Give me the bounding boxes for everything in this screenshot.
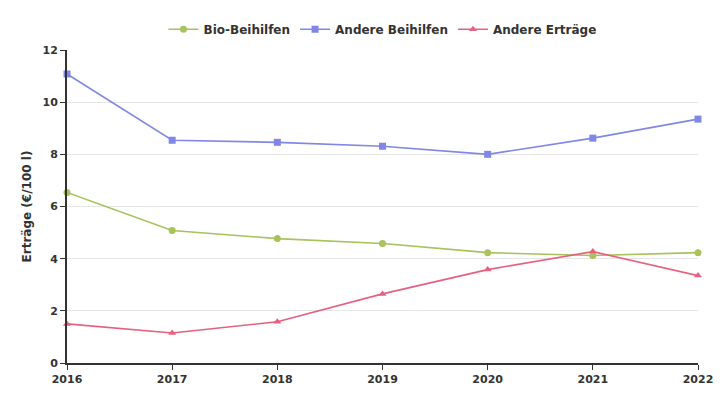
svg-text:10: 10 (42, 96, 58, 109)
svg-text:2017: 2017 (157, 373, 188, 386)
svg-text:Andere Erträge: Andere Erträge (493, 23, 596, 37)
svg-text:2019: 2019 (367, 373, 398, 386)
svg-text:0: 0 (50, 357, 58, 370)
svg-text:Andere Beihilfen: Andere Beihilfen (335, 23, 448, 37)
svg-text:Erträge (€/100 l): Erträge (€/100 l) (20, 151, 34, 263)
svg-text:2022: 2022 (683, 373, 714, 386)
svg-text:4: 4 (50, 253, 58, 266)
svg-text:12: 12 (42, 44, 57, 57)
svg-text:Bio-Beihilfen: Bio-Beihilfen (204, 23, 291, 37)
svg-text:8: 8 (50, 148, 58, 161)
svg-text:2: 2 (50, 305, 58, 318)
svg-text:2020: 2020 (472, 373, 503, 386)
svg-text:2018: 2018 (262, 373, 293, 386)
svg-text:2021: 2021 (578, 373, 609, 386)
svg-text:6: 6 (50, 200, 58, 213)
svg-text:2016: 2016 (52, 373, 83, 386)
